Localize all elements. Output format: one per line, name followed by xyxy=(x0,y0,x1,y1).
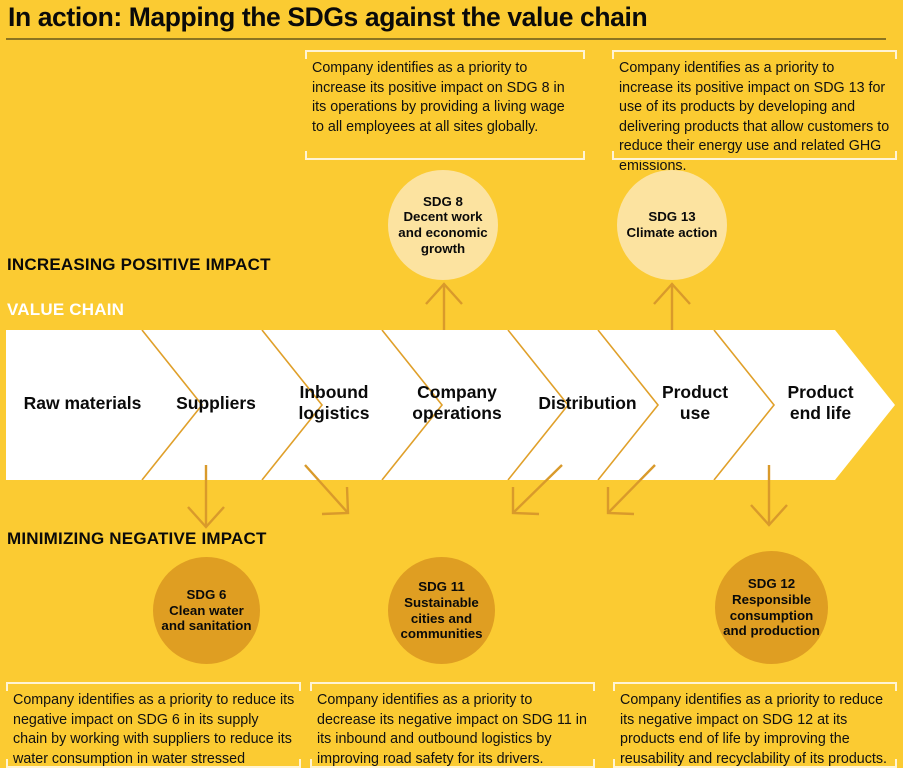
callout-tick-top-right xyxy=(583,50,585,59)
callout-tick-top-right xyxy=(895,50,897,59)
chevron-divider-3 xyxy=(381,330,444,480)
callout-sdg11: Company identifies as a priority to decr… xyxy=(310,682,595,768)
callout-rule-top xyxy=(305,50,585,52)
label-increasing-positive-impact: INCREASING POSITIVE IMPACT xyxy=(7,255,271,274)
callout-rule-bottom xyxy=(310,766,595,768)
stage-inbound-logistics[interactable]: Inbound logistics xyxy=(298,382,370,423)
stage-raw-materials[interactable]: Raw materials xyxy=(23,393,142,413)
stage-distribution[interactable]: Distribution xyxy=(538,393,637,413)
sdg-circle-13-text: SDG 13 Climate action xyxy=(626,209,718,240)
callout-tick-bottom-left xyxy=(305,151,307,160)
callout-rule-bottom xyxy=(612,158,897,160)
sdg-circle-12-text: SDG 12 Responsible consumption and produ… xyxy=(723,576,820,639)
callout-tick-top-right xyxy=(299,682,301,691)
callout-text: Company identifies as a priority to incr… xyxy=(619,60,890,174)
value-chain-body xyxy=(6,330,895,480)
callout-sdg6: Company identifies as a priority to redu… xyxy=(6,682,301,768)
sdg-circle-11[interactable]: SDG 11 Sustainable cities and communitie… xyxy=(388,557,495,664)
chevron-divider-5 xyxy=(597,330,660,480)
label-value-chain: VALUE CHAIN xyxy=(7,300,125,319)
sdg-circle-12[interactable]: SDG 12 Responsible consumption and produ… xyxy=(715,551,828,664)
callout-sdg13: Company identifies as a priority to incr… xyxy=(612,50,897,174)
title-divider xyxy=(6,38,886,40)
callout-tick-top-left xyxy=(613,682,615,691)
stage-company-operations[interactable]: Company operations xyxy=(412,382,502,423)
callout-tick-bottom-right xyxy=(895,759,897,768)
callout-rule-bottom xyxy=(613,766,897,768)
value-chain-dividers xyxy=(141,330,776,480)
callout-rule-bottom xyxy=(6,766,301,768)
arrow-up-sdg13 xyxy=(653,282,691,330)
callout-tick-top-right xyxy=(593,682,595,691)
callout-rule-top xyxy=(310,682,595,684)
arrow-up-sdg8 xyxy=(425,282,463,330)
callout-tick-bottom-right xyxy=(583,151,585,160)
sdg-circle-13[interactable]: SDG 13 Climate action xyxy=(617,170,727,280)
callout-tick-bottom-right xyxy=(299,759,301,768)
callout-sdg12: Company identifies as a priority to redu… xyxy=(613,682,897,768)
sdg-circle-8-text: SDG 8 Decent work and economic growth xyxy=(398,193,488,256)
callout-tick-top-left xyxy=(310,682,312,691)
callout-tick-top-right xyxy=(895,682,897,691)
callout-rule-bottom xyxy=(305,158,585,160)
callout-tick-top-left xyxy=(612,50,614,59)
title-bar: In action: Mapping the SDGs against the … xyxy=(0,0,903,41)
stage-suppliers[interactable]: Suppliers xyxy=(176,393,256,413)
chevron-divider-6 xyxy=(713,330,776,480)
sdg-circle-6[interactable]: SDG 6 Clean water and sanitation xyxy=(153,557,260,664)
sdg-circle-6-text: SDG 6 Clean water and sanitation xyxy=(161,587,252,634)
chevron-divider-4 xyxy=(507,330,570,480)
sdg-circle-8[interactable]: SDG 8 Decent work and economic growth xyxy=(388,170,498,280)
callout-tick-bottom-left xyxy=(310,759,312,768)
chevron-divider-1 xyxy=(141,330,204,480)
callout-text: Company identifies as a priority to redu… xyxy=(13,692,295,767)
sdg-circle-11-text: SDG 11 Sustainable cities and communitie… xyxy=(400,579,483,642)
callout-tick-top-left xyxy=(305,50,307,59)
chevron-divider-2 xyxy=(261,330,324,480)
callout-tick-top-left xyxy=(6,682,8,691)
label-minimizing-negative-impact: MINIMIZING NEGATIVE IMPACT xyxy=(7,529,267,548)
callout-sdg8: Company identifies as a priority to incr… xyxy=(305,50,585,160)
callout-tick-bottom-left xyxy=(6,759,8,768)
callout-tick-bottom-right xyxy=(593,759,595,768)
callout-tick-bottom-left xyxy=(613,759,615,768)
callout-text: Company identifies as a priority to decr… xyxy=(317,692,587,767)
callout-tick-bottom-right xyxy=(895,151,897,160)
callout-rule-top xyxy=(612,50,897,52)
callout-text: Company identifies as a priority to incr… xyxy=(312,60,565,135)
callout-rule-top xyxy=(613,682,897,684)
stage-product-use[interactable]: Product use xyxy=(661,382,729,423)
page-title: In action: Mapping the SDGs against the … xyxy=(8,2,648,32)
callout-rule-top xyxy=(6,682,301,684)
callout-tick-bottom-left xyxy=(612,151,614,160)
callout-text: Company identifies as a priority to redu… xyxy=(620,692,887,767)
value-chain-bar xyxy=(6,330,895,480)
stage-product-end-life[interactable]: Product end life xyxy=(787,382,854,423)
